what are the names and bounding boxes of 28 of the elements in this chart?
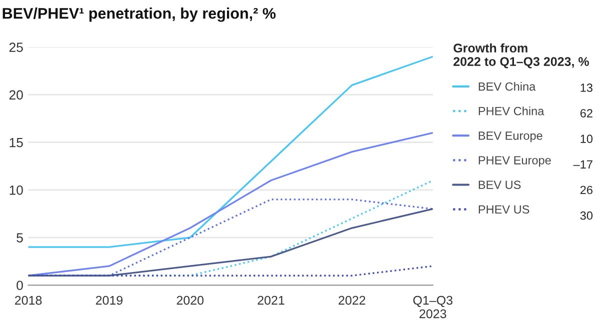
legend-title: Growth from 2022 to Q1–Q3 2023, % (454, 43, 589, 68)
x-tick-label: Q1–Q3 2023 (413, 296, 452, 318)
text: 10 (580, 134, 593, 144)
y-tick-label: 0 (16, 280, 23, 290)
legend-label: PHEV China (478, 106, 544, 116)
x-tick-label: 2020 (176, 296, 204, 305)
text: 30 (580, 211, 593, 220)
x-tick-label: 2018 (15, 296, 42, 305)
x-tick-label: 2021 (258, 296, 284, 305)
y-tick-label: 15 (10, 138, 23, 148)
y-tick-label: 20 (9, 90, 23, 100)
y-tick-label: 10 (10, 185, 23, 195)
text: 26 (580, 186, 592, 194)
legend-label: BEV China (478, 82, 536, 91)
text: 62 (580, 109, 592, 118)
legend-label: BEV US (478, 180, 521, 190)
text: –17 (573, 160, 592, 168)
y-tick-label: 5 (16, 233, 23, 242)
x-tick-label: 2022 (338, 296, 366, 305)
legend-label: PHEV Europe (478, 156, 551, 167)
text: 13 (580, 84, 592, 92)
legend-label: BEV Europe (478, 132, 542, 142)
x-tick-label: 2019 (96, 296, 123, 305)
legend-label: PHEV US (478, 205, 530, 214)
line-series (28, 132, 433, 276)
line-series (28, 56, 433, 248)
y-tick-label: 25 (9, 42, 23, 52)
chart-title: BEV/PHEV¹ penetration, by region,² % (2, 8, 276, 22)
